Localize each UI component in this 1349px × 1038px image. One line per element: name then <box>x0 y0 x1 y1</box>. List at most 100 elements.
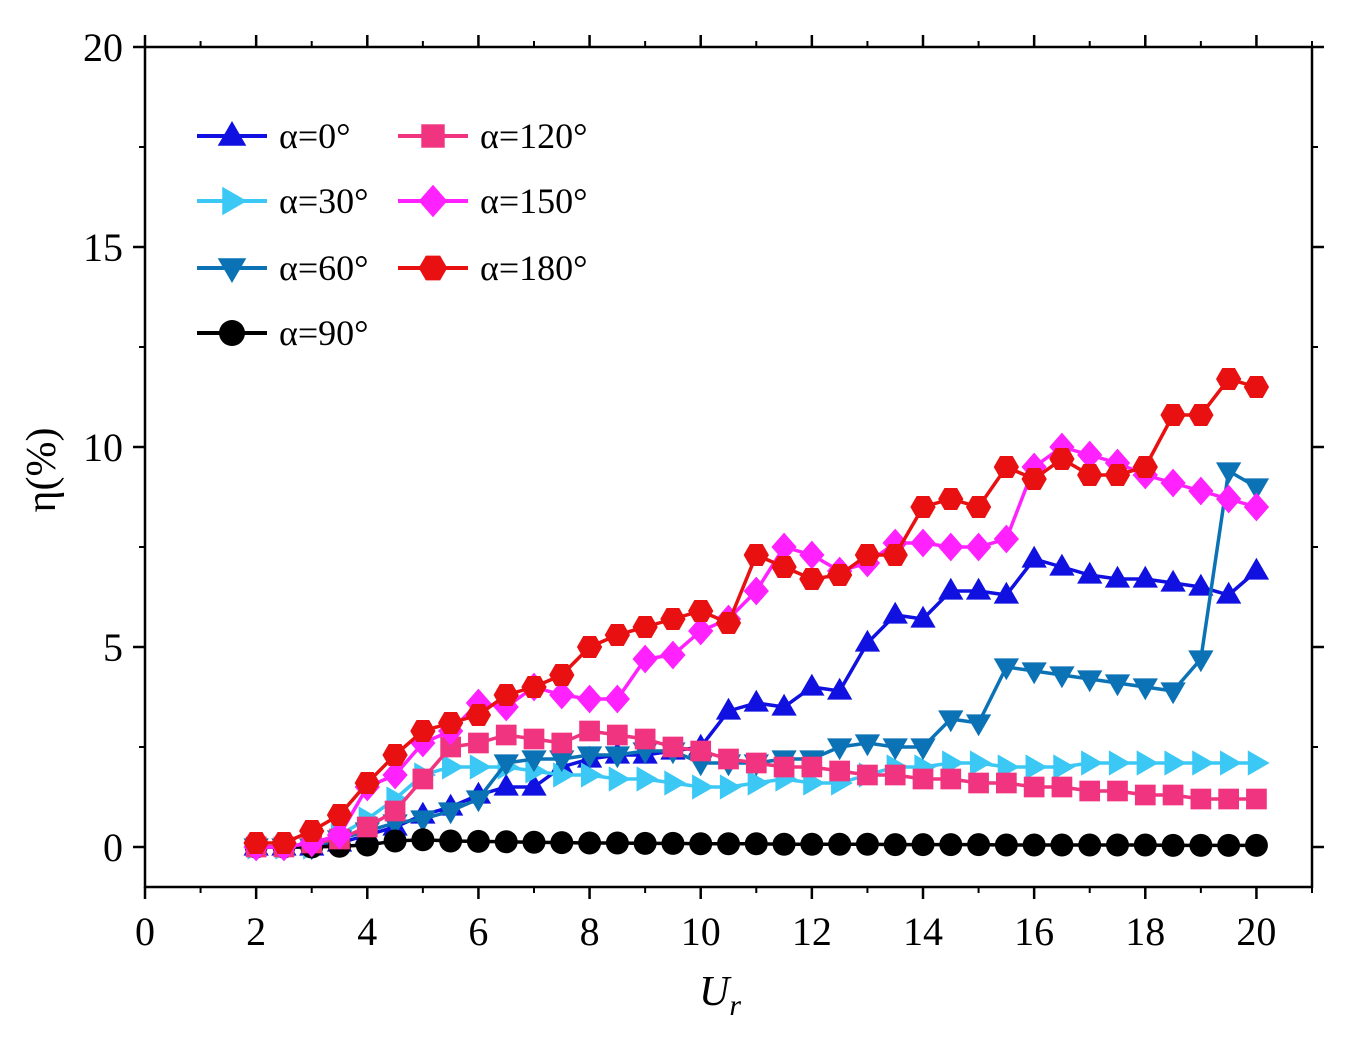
data-point <box>1077 464 1103 486</box>
data-point <box>1078 833 1102 857</box>
data-point <box>1023 776 1045 798</box>
data-point <box>549 664 575 686</box>
data-point <box>355 833 379 857</box>
data-point <box>1246 788 1267 810</box>
data-point <box>550 831 574 855</box>
data-point <box>1049 553 1075 576</box>
data-point <box>437 802 464 825</box>
data-point <box>1132 456 1158 478</box>
data-point <box>1104 565 1131 588</box>
data-point <box>883 833 907 857</box>
y-tick-label: 0 <box>103 825 123 870</box>
data-point <box>910 605 936 628</box>
data-point <box>662 736 684 758</box>
data-point <box>1077 670 1103 693</box>
data-point <box>1188 650 1214 673</box>
data-point <box>689 832 713 856</box>
legend-label: α=150° <box>480 181 588 221</box>
data-point <box>882 601 908 624</box>
data-point <box>1077 440 1103 470</box>
data-point <box>717 832 740 856</box>
legend-item-4: α=120° <box>398 116 588 156</box>
data-point <box>1189 833 1213 857</box>
y-tick-label: 10 <box>83 425 123 470</box>
x-axis-label: Ur <box>699 969 741 1022</box>
series-6 <box>243 368 1270 854</box>
data-point <box>384 800 406 822</box>
data-point <box>1022 833 1046 857</box>
data-point <box>1104 464 1131 486</box>
data-point <box>857 764 878 786</box>
data-point <box>993 658 1020 681</box>
axes-layer: 0 2 4 6 8 10 12 14 16 18 20 0 5 10 15 20 <box>83 25 1324 954</box>
x-tick-label: 6 <box>468 909 488 954</box>
data-point <box>911 833 935 857</box>
data-point <box>799 568 825 590</box>
data-point <box>1021 468 1047 490</box>
data-point <box>605 831 629 855</box>
y-tick-label: 5 <box>103 625 123 670</box>
data-point <box>828 832 852 856</box>
data-point <box>1161 833 1185 857</box>
data-point <box>965 496 992 518</box>
data-point <box>854 734 881 757</box>
data-point <box>382 760 408 790</box>
data-point <box>854 629 881 652</box>
data-point <box>354 772 380 794</box>
data-point <box>579 720 600 742</box>
legend-item-5: α=150° <box>398 181 588 221</box>
data-point <box>882 544 908 566</box>
data-point <box>607 724 628 746</box>
data-point <box>912 768 934 790</box>
data-point <box>1160 569 1186 592</box>
data-point <box>688 616 714 646</box>
data-point <box>719 774 742 800</box>
data-point <box>993 456 1020 478</box>
data-point <box>938 532 964 562</box>
data-point <box>1247 750 1270 776</box>
data-point <box>1053 754 1076 780</box>
x-axis-label-subscript: r <box>729 989 741 1022</box>
data-point <box>1243 557 1270 580</box>
legend-item-6: α=180° <box>398 248 588 288</box>
data-point <box>661 831 685 855</box>
data-point <box>965 714 992 737</box>
data-point <box>636 766 659 792</box>
data-point <box>469 754 492 780</box>
data-point <box>1106 833 1129 857</box>
data-point <box>910 738 936 761</box>
series-layer <box>243 368 1270 862</box>
data-point <box>745 752 767 774</box>
data-point <box>1107 780 1128 802</box>
data-point <box>938 577 964 600</box>
data-point <box>829 760 850 782</box>
data-point <box>632 616 658 638</box>
data-point <box>1220 750 1242 776</box>
legend-label: α=180° <box>480 248 588 288</box>
x-tick-label: 8 <box>580 909 600 954</box>
data-point <box>1215 462 1242 485</box>
data-point <box>855 832 879 856</box>
data-point <box>773 756 795 778</box>
data-point <box>494 830 518 854</box>
data-point <box>580 762 603 788</box>
data-point <box>715 697 742 720</box>
data-point <box>938 710 964 733</box>
data-point <box>410 810 436 833</box>
data-point <box>1243 478 1270 501</box>
legend-item-0: α=0° <box>197 116 351 156</box>
data-point <box>521 676 547 698</box>
data-point <box>1188 404 1214 426</box>
data-point <box>1051 776 1073 798</box>
data-point <box>576 636 603 658</box>
data-point <box>523 728 545 750</box>
data-point <box>660 640 686 670</box>
y-tick-label: 20 <box>83 25 123 70</box>
legend-label: α=30° <box>279 181 369 221</box>
data-point <box>910 496 936 518</box>
legend-marker <box>421 124 445 148</box>
data-point <box>439 829 463 853</box>
data-point <box>910 528 936 558</box>
data-point <box>940 768 962 790</box>
legend-label: α=90° <box>279 313 369 353</box>
